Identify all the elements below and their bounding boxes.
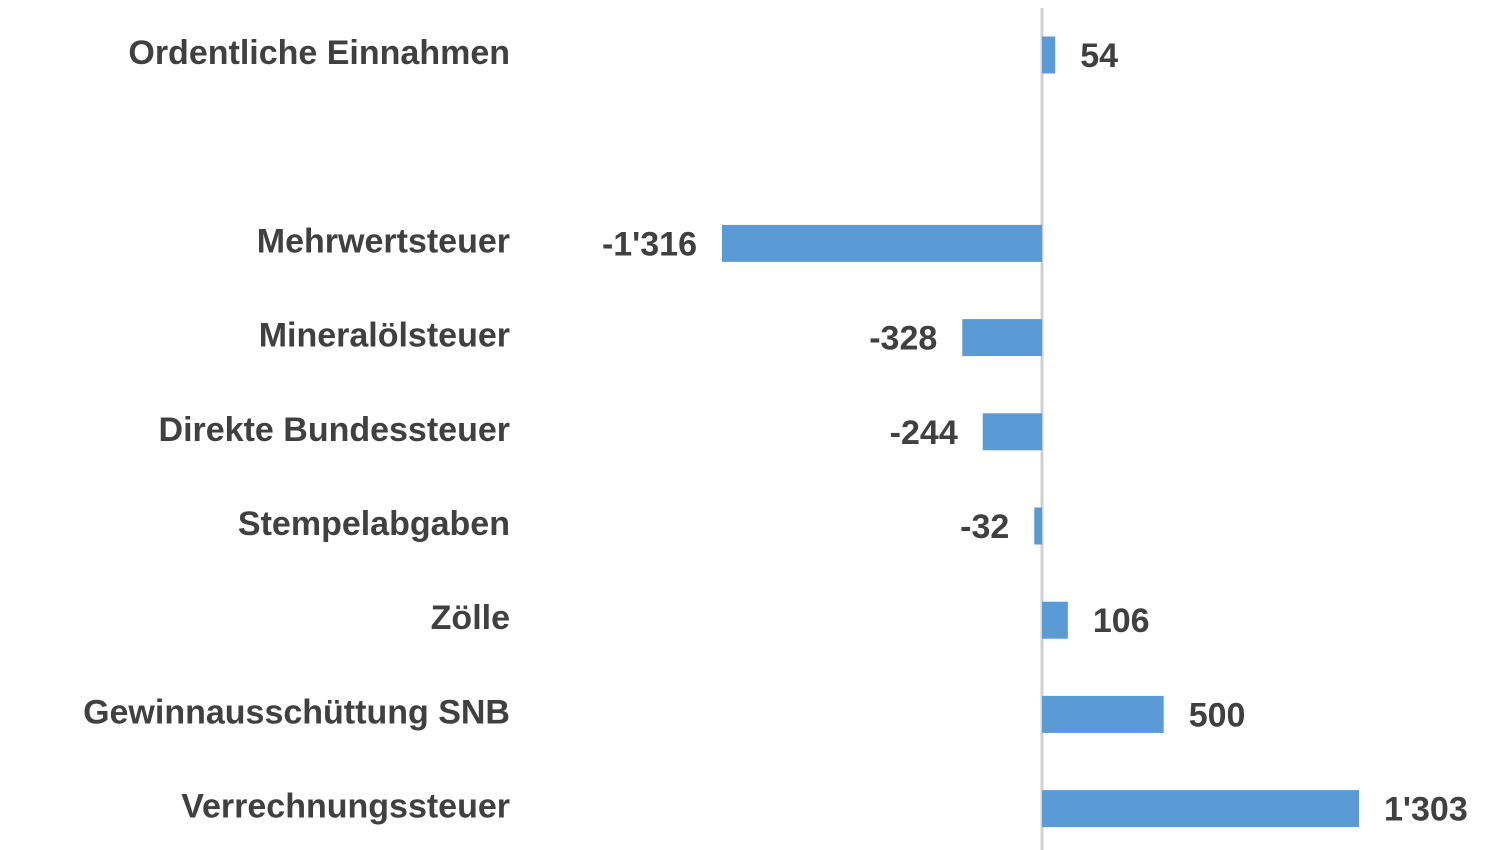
data-label: 54 <box>1080 37 1118 75</box>
bar <box>722 224 1043 262</box>
category-label: Direkte Bundessteuer <box>159 411 510 449</box>
category-label: Mehrwertsteuer <box>257 222 510 260</box>
bar <box>1042 36 1056 74</box>
data-label: -328 <box>869 320 937 358</box>
category-label: Gewinnausschüttung SNB <box>83 693 510 731</box>
bar <box>1042 790 1359 828</box>
data-label: 1'303 <box>1384 791 1468 829</box>
category-label: Ordentliche Einnahmen <box>128 34 510 72</box>
data-label: 500 <box>1189 696 1246 734</box>
category-label: Verrechnungssteuer <box>181 788 510 826</box>
category-label: Mineralölsteuer <box>259 317 510 355</box>
bar <box>1034 507 1043 545</box>
data-label: -1'316 <box>602 225 697 263</box>
bar <box>1042 695 1164 733</box>
category-label: Zölle <box>431 599 510 637</box>
data-label: -32 <box>960 508 1009 546</box>
category-label: Stempelabgaben <box>238 505 510 543</box>
bar <box>1042 601 1068 639</box>
bar <box>962 319 1043 357</box>
data-label: 106 <box>1093 602 1150 640</box>
bar <box>982 413 1043 451</box>
data-label: -244 <box>890 414 958 452</box>
